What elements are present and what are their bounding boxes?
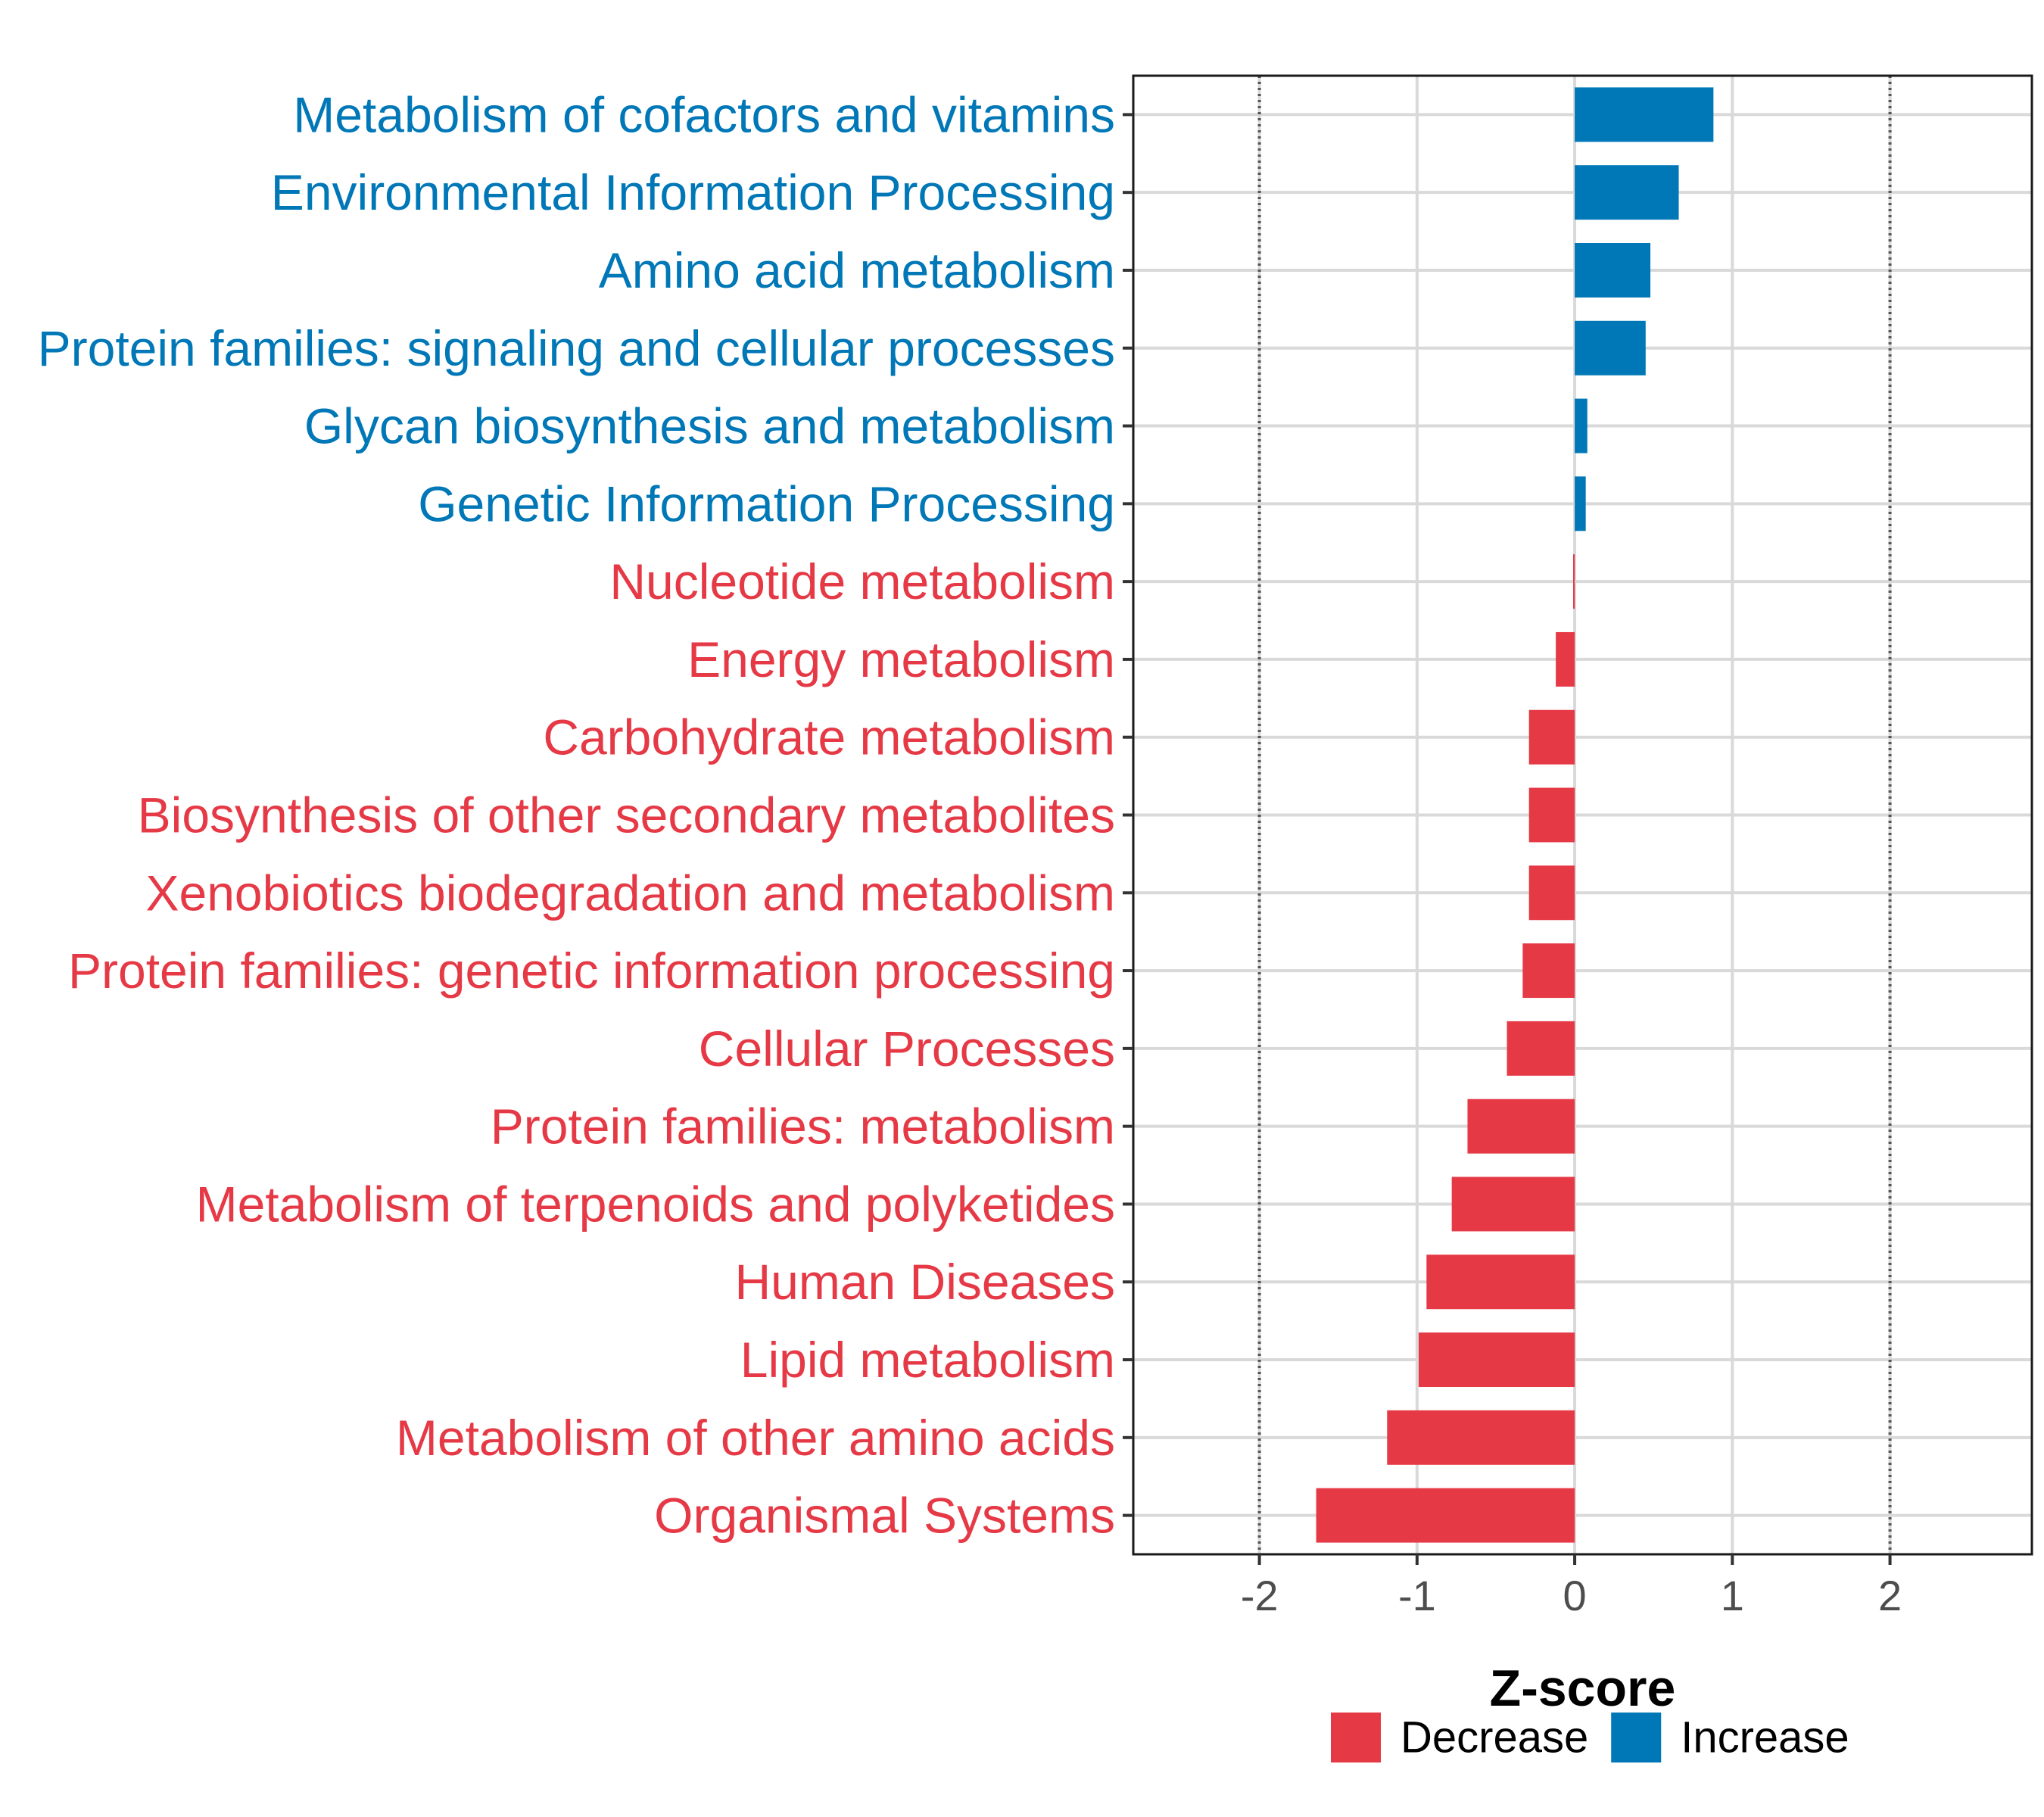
bar <box>1418 1332 1575 1388</box>
category-label: Human Diseases <box>734 1254 1115 1310</box>
bar <box>1451 1177 1575 1232</box>
category-label: Metabolism of other amino acids <box>396 1410 1115 1466</box>
bar <box>1467 1099 1575 1154</box>
category-label: Carbohydrate metabolism <box>543 709 1115 765</box>
bar <box>1575 165 1679 220</box>
category-label: Lipid metabolism <box>740 1332 1115 1388</box>
category-label: Amino acid metabolism <box>599 242 1115 298</box>
bar <box>1575 242 1651 298</box>
category-label: Nucleotide metabolism <box>609 553 1115 609</box>
bar <box>1575 398 1588 453</box>
category-label: Metabolism of cofactors and vitamins <box>293 86 1115 142</box>
category-label: Genetic Information Processing <box>418 475 1115 531</box>
bar <box>1573 554 1575 609</box>
bar <box>1575 476 1586 531</box>
bar <box>1522 943 1575 999</box>
category-label: Energy metabolism <box>687 631 1115 687</box>
x-axis-title: Z-score <box>1490 1660 1676 1717</box>
x-tick-label: 2 <box>1878 1572 1902 1619</box>
bar <box>1528 709 1575 765</box>
category-label: Protein families: genetic information pr… <box>68 943 1115 999</box>
bar <box>1507 1021 1575 1076</box>
category-label: Metabolism of terpenoids and polyketides <box>196 1176 1115 1232</box>
category-label: Cellular Processes <box>699 1021 1115 1077</box>
bar <box>1575 87 1714 142</box>
bar <box>1528 787 1575 843</box>
legend-key <box>1611 1713 1662 1762</box>
bar <box>1426 1254 1575 1310</box>
category-label: Environmental Information Processing <box>271 164 1115 220</box>
category-label: Glycan biosynthesis and metabolism <box>304 398 1115 454</box>
bar <box>1316 1488 1575 1543</box>
legend-key <box>1331 1713 1381 1762</box>
category-label: Protein families: signaling and cellular… <box>38 320 1115 376</box>
category-label: Organismal Systems <box>654 1488 1115 1544</box>
category-label: Biosynthesis of other secondary metaboli… <box>138 787 1115 843</box>
x-tick-label: 0 <box>1563 1572 1587 1619</box>
bar <box>1387 1410 1575 1465</box>
x-tick-label: -2 <box>1241 1572 1279 1619</box>
x-tick-label: 1 <box>1721 1572 1744 1619</box>
category-label: Protein families: metabolism <box>491 1099 1115 1155</box>
legend-label: Decrease <box>1401 1713 1588 1762</box>
x-tick-label: -1 <box>1398 1572 1436 1619</box>
bar <box>1556 631 1575 687</box>
bar <box>1528 865 1575 921</box>
legend-label: Increase <box>1681 1713 1849 1762</box>
bar <box>1575 320 1646 376</box>
category-label: Xenobiotics biodegradation and metabolis… <box>146 865 1116 921</box>
